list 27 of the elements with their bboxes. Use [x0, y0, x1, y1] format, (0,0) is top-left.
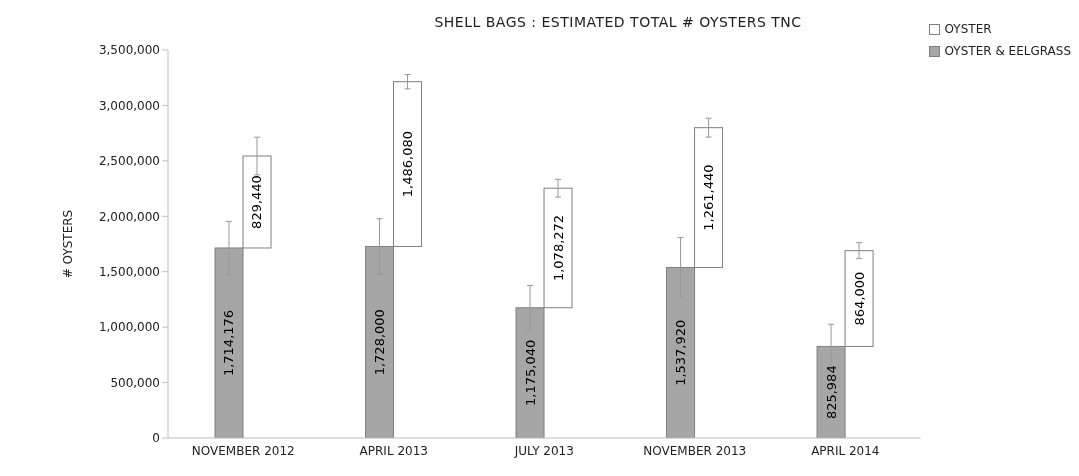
data-label: 1,537,920 [673, 319, 689, 386]
y-tick-label: 500,000 [110, 375, 160, 390]
y-tick-label: 3,500,000 [98, 43, 160, 58]
data-label: 864,000 [851, 271, 867, 326]
data-label: 1,261,440 [701, 164, 717, 231]
x-tick-label: APRIL 2013 [359, 443, 428, 458]
y-tick-label: 1,000,000 [98, 320, 160, 335]
x-tick-label: JULY 2013 [513, 443, 574, 458]
data-label: 1,175,040 [522, 339, 538, 406]
x-tick-label: NOVEMBER 2013 [643, 443, 747, 458]
data-label: 1,714,176 [221, 309, 237, 377]
y-tick-label: 2,500,000 [98, 154, 160, 169]
y-axis-title: # OYSTERS [61, 209, 76, 279]
y-tick-label: 3,000,000 [98, 98, 160, 113]
data-label: 1,486,080 [400, 130, 416, 198]
y-tick-label: 2,000,000 [98, 209, 160, 224]
data-label: 1,728,000 [372, 309, 388, 376]
y-tick-label: 0 [152, 431, 160, 446]
data-label: 829,440 [249, 175, 265, 229]
y-tick-label: 1,500,000 [98, 264, 160, 279]
x-tick-label: NOVEMBER 2012 [191, 443, 295, 458]
data-label: 825,984 [823, 365, 839, 420]
legend-label: OYSTER [944, 22, 992, 36]
chart-title: SHELL BAGS : ESTIMATED TOTAL # OYSTERS TNC [433, 14, 803, 30]
x-tick-label: APRIL 2014 [811, 443, 880, 458]
legend-label: OYSTER & EELGRASS [944, 44, 1071, 58]
data-label: 1,078,272 [550, 214, 566, 282]
